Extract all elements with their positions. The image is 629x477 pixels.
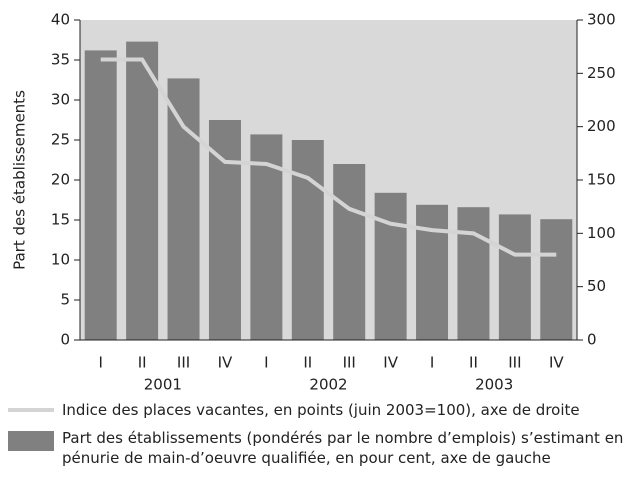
x-tick-label: III [177, 354, 190, 372]
bar [498, 214, 531, 340]
y-tick-label: 15 [51, 211, 70, 229]
x-tick-label: II [469, 354, 478, 372]
bar [540, 219, 573, 340]
x-tick-label: IV [383, 354, 398, 372]
group-label: 2001 [144, 376, 182, 394]
bar [126, 41, 159, 340]
y-tick-label: 0 [60, 331, 70, 349]
y2-tick-label: 250 [587, 64, 616, 82]
y2-tick-label: 50 [587, 277, 606, 295]
bar [84, 50, 117, 341]
plot-area [80, 20, 577, 340]
y-tick-label: 40 [51, 11, 70, 29]
y-tick-label: 20 [51, 171, 70, 189]
group-label: 2002 [309, 376, 347, 394]
bar [208, 120, 241, 340]
y2-tick-label: 0 [587, 331, 597, 349]
y-tick-label: 35 [51, 51, 70, 69]
y-tick-label: 5 [60, 291, 70, 309]
bar [167, 78, 200, 341]
bar [333, 164, 366, 340]
x-tick-label: III [343, 354, 356, 372]
y2-tick-label: 300 [587, 11, 616, 29]
y2-tick-label: 150 [587, 171, 616, 189]
x-tick-label: II [303, 354, 312, 372]
x-tick-label: IV [549, 354, 564, 372]
bar [416, 204, 449, 340]
x-tick-label: I [98, 354, 102, 372]
line [100, 57, 557, 257]
y-tick-label: 10 [51, 251, 70, 269]
x-tick-label: II [138, 354, 147, 372]
chart: Part des établissements 0 5 10 15 20 25 30 35 40… [11, 11, 616, 394]
x-tick-label: III [508, 354, 521, 372]
group-label: 2003 [475, 376, 513, 394]
x-tick-label: I [430, 354, 434, 372]
y-axis-label: Part des établissements [11, 90, 29, 270]
y2-tick-label: 200 [587, 117, 616, 135]
bar [457, 207, 490, 340]
legend-swatch [8, 408, 54, 412]
x-tick-label: IV [218, 354, 233, 372]
bar [374, 192, 407, 340]
x-tick-label: I [264, 354, 268, 372]
y-tick-label: 25 [51, 131, 70, 149]
y-tick-label: 30 [51, 91, 70, 109]
legend-swatch [8, 431, 54, 451]
bar [291, 140, 324, 340]
y2-tick-label: 100 [587, 224, 616, 242]
legend-text: Part des établissements (pondérés par le… [62, 429, 624, 467]
legend-text: Indice des places vacantes, en points (j… [62, 401, 580, 419]
